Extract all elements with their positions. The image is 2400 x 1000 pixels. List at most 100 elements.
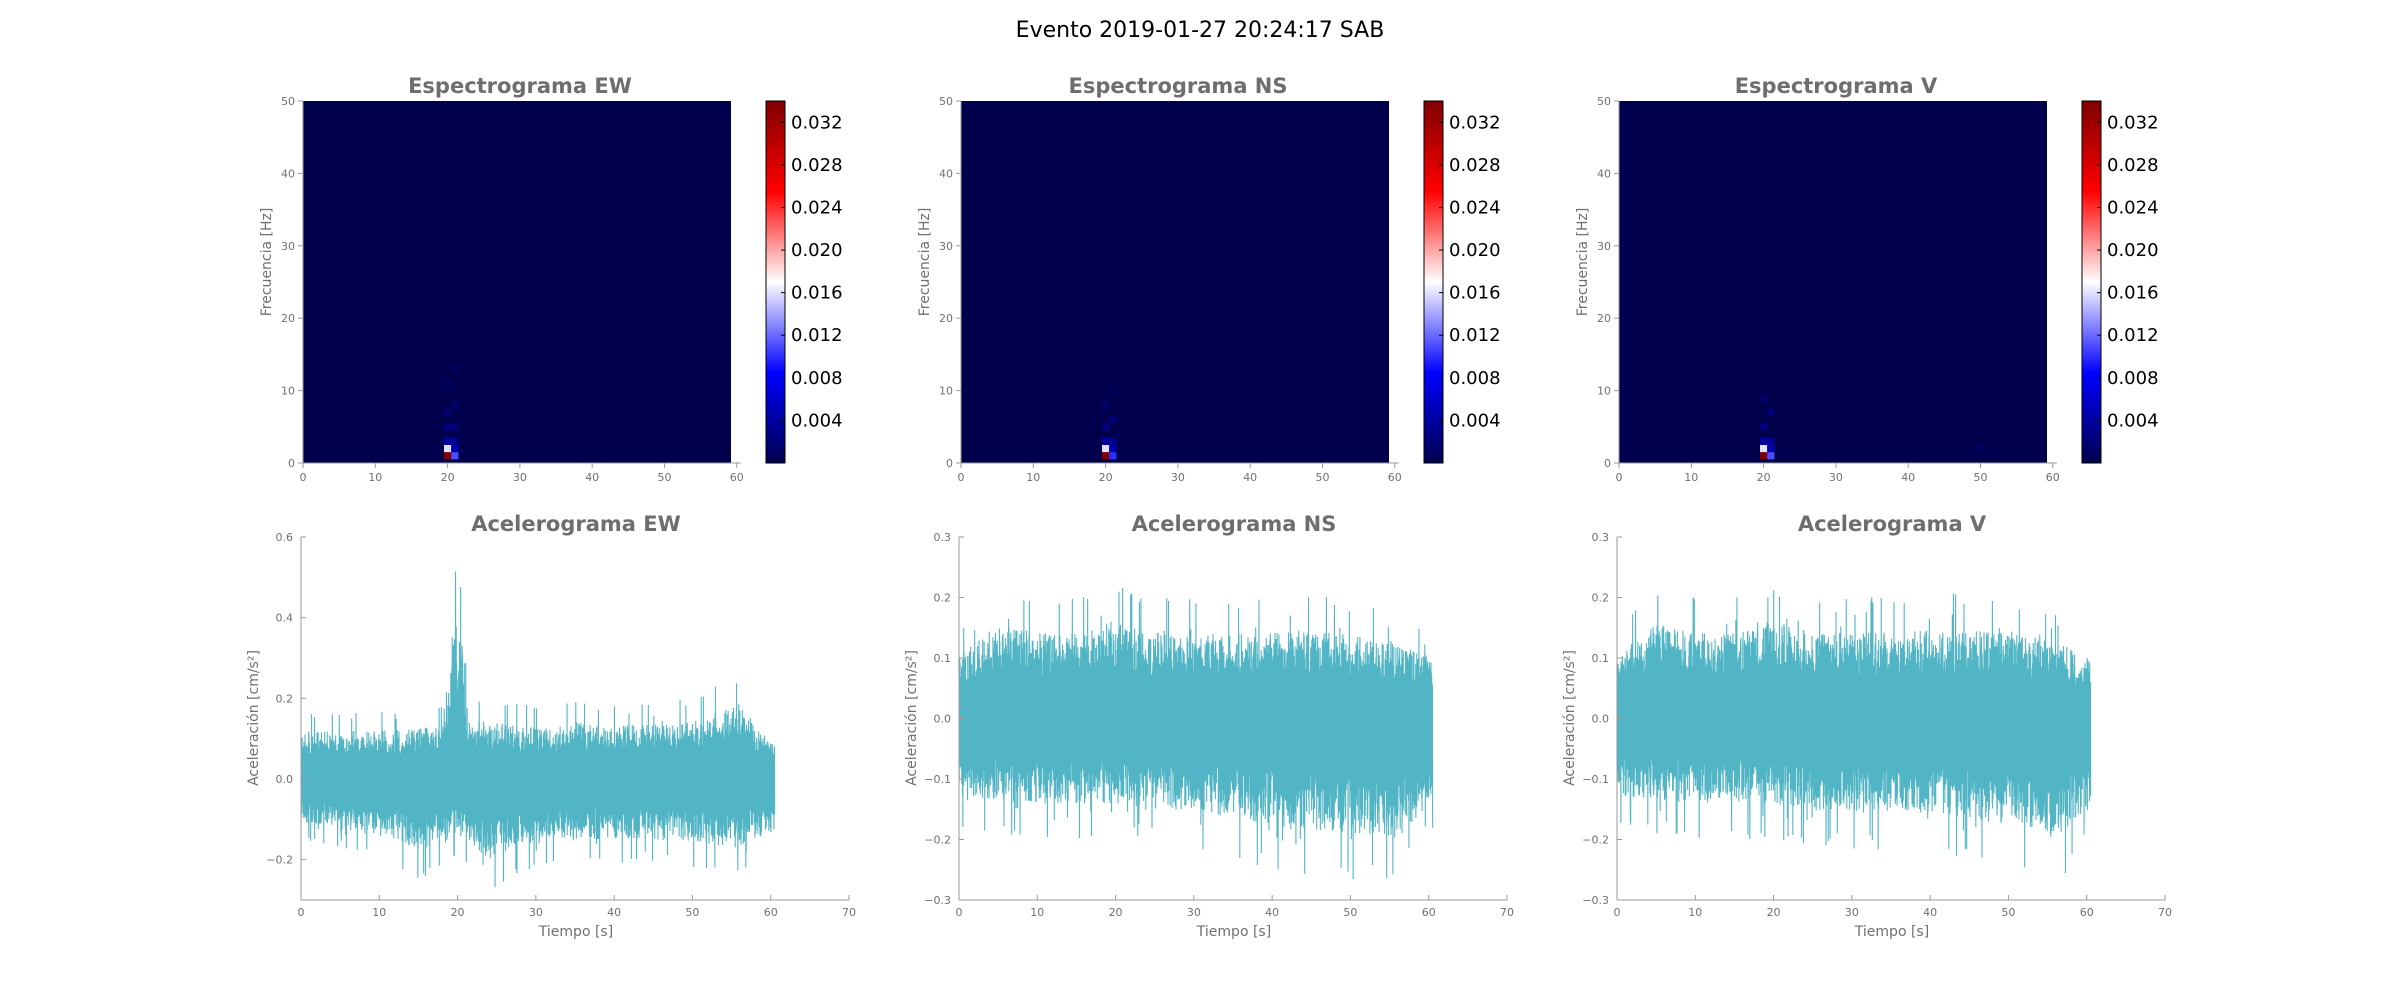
x-tick-label: 20: [441, 471, 455, 484]
x-tick-label: 50: [1973, 471, 1987, 484]
x-tick-label: 30: [1171, 471, 1185, 484]
spectrogram-cell: [1101, 401, 1110, 409]
spectrogram-cell: [443, 437, 452, 445]
x-tick-label: 60: [2080, 906, 2094, 919]
spectrogram-cell: [1109, 437, 1117, 445]
x-tick-label: 20: [1767, 906, 1781, 919]
spectrogram-cell: [1109, 452, 1117, 460]
spectrogram-cell: [1759, 423, 1768, 431]
spectrogram-cell: [443, 408, 452, 416]
x-tick-label: 60: [1422, 906, 1436, 919]
y-tick-label: 30: [939, 240, 953, 253]
y-tick-label: 30: [281, 240, 295, 253]
y-tick-label: 0.6: [276, 531, 294, 544]
x-tick-label: 60: [730, 471, 744, 484]
spectrogram-cell: [443, 379, 452, 387]
y-tick-label: 0.4: [276, 612, 294, 625]
spectrogram-cell: [1759, 394, 1768, 402]
accelerogram-series-line: [300, 571, 776, 888]
spectrogram-cell: [1767, 408, 1775, 416]
colorbar-tick-label: 0.032: [2107, 112, 2159, 133]
y-tick-label: 0.0: [934, 713, 952, 726]
y-tick-label: 50: [939, 95, 953, 108]
colorbar: [2081, 100, 2102, 464]
x-tick-label: 40: [1265, 906, 1279, 919]
y-tick-label: 20: [281, 312, 295, 325]
x-tick-label: 50: [1343, 906, 1357, 919]
spectrogram-cell: [1101, 423, 1110, 431]
y-tick-label: −0.1: [924, 773, 951, 786]
y-tick-label: −0.1: [1582, 773, 1609, 786]
colorbar: [1423, 100, 1444, 464]
spectrogram-cell: [1109, 444, 1117, 453]
colorbar-tick-label: 0.020: [1449, 240, 1501, 261]
colorbar-tick-label: 0.008: [791, 368, 843, 389]
x-tick-label: 70: [842, 906, 856, 919]
y-tick-label: 0.3: [934, 531, 952, 544]
x-tick-label: 0: [956, 906, 963, 919]
colorbar-tick-label: 0.016: [2107, 283, 2159, 304]
x-tick-label: 10: [368, 471, 382, 484]
colorbar-tick-label: 0.008: [2107, 368, 2159, 389]
spectrogram-image: [1619, 101, 2047, 463]
spectrogram-cell: [1759, 437, 1768, 445]
y-tick-label: 40: [1597, 167, 1611, 180]
x-tick-label: 10: [372, 906, 386, 919]
spectrogram-cell: [1109, 415, 1117, 424]
spectrogram-cell: [1767, 437, 1775, 445]
y-tick-label: −0.3: [1582, 894, 1609, 907]
y-tick-label: 40: [281, 167, 295, 180]
spectrogram-ns-ylabel: Frecuencia [Hz]: [917, 208, 933, 317]
x-tick-label: 50: [2001, 906, 2015, 919]
colorbar-tick-label: 0.020: [2107, 240, 2159, 261]
colorbar-tick-label: 0.012: [1449, 325, 1501, 346]
accelerogram-series-line: [1616, 590, 2092, 874]
x-tick-label: 50: [1315, 471, 1329, 484]
x-tick-label: 10: [1026, 471, 1040, 484]
spectrogram-cell: [1767, 444, 1775, 453]
spectrogram-cell: [1759, 452, 1768, 460]
y-tick-label: −0.2: [1582, 834, 1609, 847]
y-tick-label: 0: [288, 457, 295, 470]
y-tick-label: 0.2: [1592, 592, 1610, 605]
y-tick-label: 50: [1597, 95, 1611, 108]
x-tick-label: 30: [1187, 906, 1201, 919]
spectrogram-cell: [451, 365, 459, 373]
x-tick-label: 60: [764, 906, 778, 919]
x-tick-label: 30: [1829, 471, 1843, 484]
x-tick-label: 0: [958, 471, 965, 484]
y-tick-label: 0.1: [1592, 652, 1610, 665]
x-tick-label: 50: [657, 471, 671, 484]
colorbar-tick-label: 0.028: [2107, 155, 2159, 176]
spectrogram-cell: [443, 423, 452, 431]
accelerogram-v-title: Acelerograma V: [1798, 512, 1987, 536]
x-tick-label: 20: [1099, 471, 1113, 484]
x-tick-label: 40: [1901, 471, 1915, 484]
spectrogram-cell: [451, 437, 459, 445]
y-tick-label: 0: [946, 457, 953, 470]
x-tick-label: 40: [1923, 906, 1937, 919]
x-tick-label: 0: [298, 906, 305, 919]
y-tick-label: 10: [939, 385, 953, 398]
y-tick-label: 10: [1597, 385, 1611, 398]
y-tick-label: 20: [1597, 312, 1611, 325]
x-tick-label: 40: [585, 471, 599, 484]
spectrogram-cell: [443, 444, 452, 453]
colorbar-tick-label: 0.032: [1449, 112, 1501, 133]
spectrogram-cell: [451, 444, 459, 453]
spectrogram-ns-panel: Espectrograma NS Frecuencia [Hz] 0 10 20 30…: [917, 74, 1501, 484]
colorbar-tick-label: 0.028: [1449, 155, 1501, 176]
y-tick-label: 0.0: [1592, 713, 1610, 726]
colorbar-tick-label: 0.016: [791, 283, 843, 304]
colorbar-tick-label: 0.012: [791, 325, 843, 346]
spectrogram-cell: [1759, 444, 1768, 453]
accelerogram-ew-ylabel: Aceleración [cm/s²]: [246, 650, 262, 786]
x-tick-label: 10: [1030, 906, 1044, 919]
x-tick-label: 20: [1757, 471, 1771, 484]
spectrogram-cell: [1101, 452, 1110, 460]
x-tick-label: 0: [1616, 471, 1623, 484]
y-tick-label: 50: [281, 95, 295, 108]
accelerogram-v-xlabel: Tiempo [s]: [1854, 924, 1929, 940]
colorbar-tick-label: 0.028: [791, 155, 843, 176]
colorbar-tick-label: 0.020: [791, 240, 843, 261]
